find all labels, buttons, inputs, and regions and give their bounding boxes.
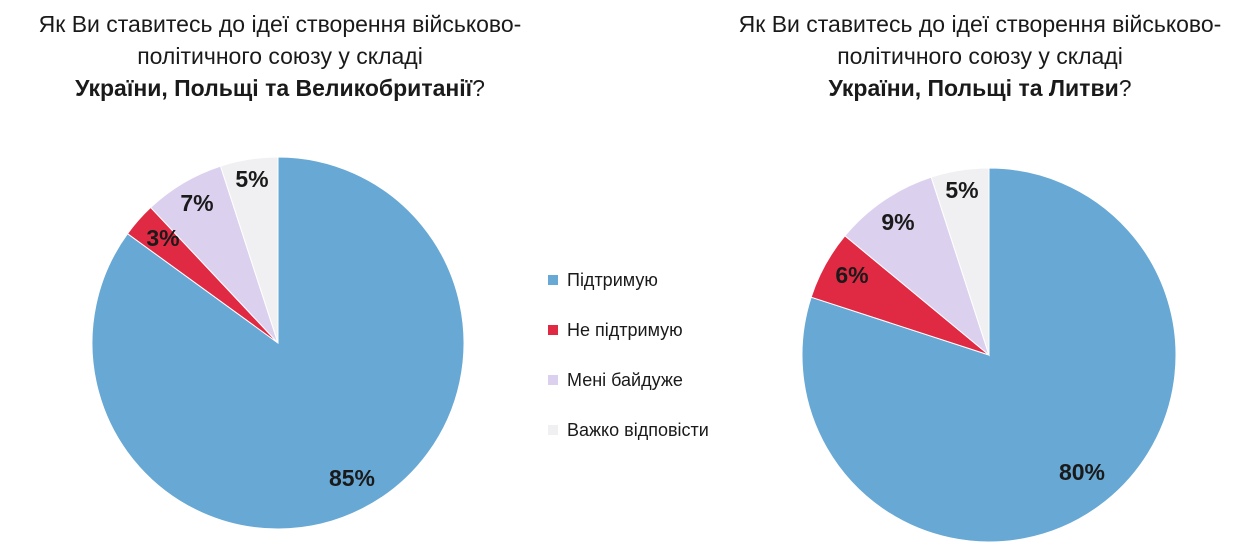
legend-label: Підтримую (567, 269, 658, 290)
pie-chart-right: 80% 6% 9% 5% (801, 167, 1177, 543)
title-line-2: політичного союзу у складі (137, 43, 423, 69)
legend-item-indifferent: Мені байдуже (548, 355, 709, 405)
legend-swatch (548, 425, 558, 435)
title-end: ? (1118, 75, 1132, 101)
data-label-hard-to-say: 5% (945, 177, 978, 203)
legend: Підтримую Не підтримую Мені байдуже Важк… (548, 255, 709, 455)
data-label-support: 80% (1059, 459, 1105, 485)
data-label-indifferent: 7% (180, 190, 213, 216)
data-label-indifferent: 9% (881, 209, 914, 235)
legend-label: Не підтримую (567, 319, 683, 340)
data-label-not-support: 6% (835, 262, 868, 288)
legend-swatch (548, 325, 558, 335)
pie-slice-indifferent (844, 176, 991, 357)
chart-title-left: Як Ви ставитесь до ідеї створення військ… (10, 8, 550, 104)
title-line-1: Як Ви ставитесь до ідеї створення військ… (738, 11, 1222, 37)
title-line-2: політичного союзу у складі (837, 43, 1123, 69)
legend-label: Важко відповісти (567, 419, 709, 440)
data-label-support: 85% (329, 465, 375, 491)
pie-slice-hard-to-say (219, 156, 279, 344)
pie-slice-hard-to-say (930, 167, 990, 356)
title-bold: України, Польщі та Великобританії (75, 75, 473, 101)
legend-item-support: Підтримую (548, 255, 709, 305)
legend-swatch (548, 275, 558, 285)
chart-title-right: Як Ви ставитесь до ідеї створення військ… (720, 8, 1240, 104)
title-line-3: України, Польщі та Великобританії? (10, 72, 550, 104)
title-line-1: Як Ви ставитесь до ідеї створення військ… (38, 11, 522, 37)
pie-chart-left: 85% 3%7% 5% (91, 156, 465, 530)
title-line-3: України, Польщі та Литви? (720, 72, 1240, 104)
title-bold: України, Польщі та Литви (828, 75, 1119, 101)
legend-swatch (548, 375, 558, 385)
data-label-hard-to-say: 5% (235, 166, 268, 192)
legend-label: Мені байдуже (567, 369, 683, 390)
legend-item-not-support: Не підтримую (548, 305, 709, 355)
data-label-not-support: 3% (146, 225, 179, 251)
legend-item-hard-to-say: Важко відповісти (548, 405, 709, 455)
title-end: ? (472, 75, 485, 101)
